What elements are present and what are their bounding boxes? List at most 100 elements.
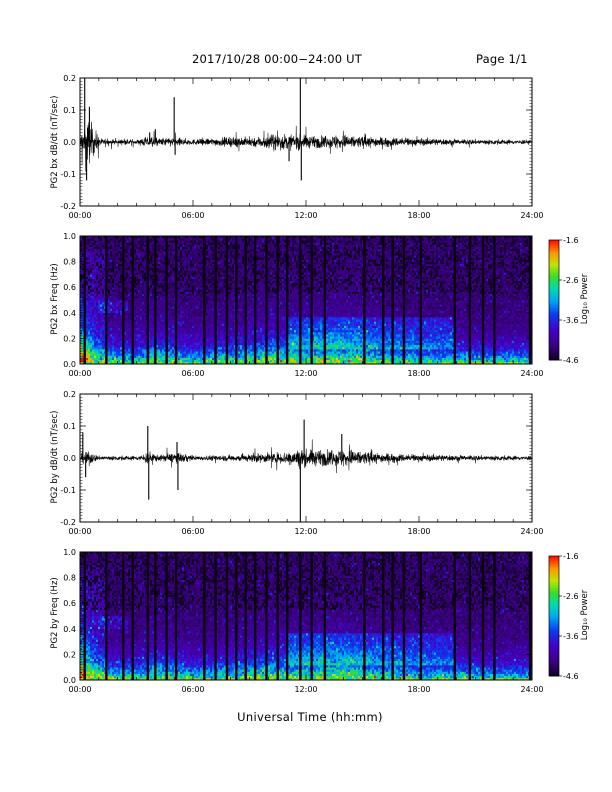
y-tick-label: 0.2 <box>63 74 76 83</box>
data-gap-line <box>154 552 157 680</box>
data-gap-line <box>165 236 168 364</box>
data-gap-line <box>363 552 366 680</box>
colorbar-tick-label: -1.6 <box>563 552 579 561</box>
data-gap-line <box>363 236 366 364</box>
spectrogram-cells-2 <box>80 236 533 365</box>
colorbar-tick-label: -1.6 <box>563 236 579 245</box>
colorbar-tick-label: -3.6 <box>563 316 579 325</box>
waveform-trace-1 <box>79 121 533 172</box>
y-tick-label: 0.1 <box>63 422 76 431</box>
data-gap-line <box>391 236 394 364</box>
data-gap-line <box>122 552 125 680</box>
data-gap-line <box>253 236 257 364</box>
y-tick-label: 0.8 <box>63 574 76 583</box>
data-gap-line <box>468 236 472 364</box>
data-gap-line <box>203 552 206 680</box>
data-gap-line <box>235 552 238 680</box>
data-gap-line <box>481 552 485 680</box>
panel3-axes: 00:00 06:00 12:00 18:00 24:00 -0.2 -0.1 0.0 0.1 0… <box>60 390 543 536</box>
x-tick-label: 18:00 <box>407 211 430 220</box>
panel4-ylabel: PG2 by Freq (Hz) <box>50 533 60 693</box>
data-gap-line <box>265 236 268 364</box>
y-tick-label: 0.0 <box>63 454 76 463</box>
y-tick-label: 0.0 <box>63 360 76 369</box>
data-gap-line <box>323 236 327 364</box>
y-tick-label: -0.2 <box>60 518 76 527</box>
data-gap-line <box>285 552 289 680</box>
x-tick-label: 24:00 <box>520 369 543 378</box>
y-tick-label: 0.2 <box>63 334 76 343</box>
y-tick-label: -0.1 <box>60 170 76 179</box>
y-tick-label: -0.2 <box>60 202 76 211</box>
data-gap-line <box>402 236 406 364</box>
data-gap-line <box>299 552 302 680</box>
x-tick-label: 18:00 <box>407 527 430 536</box>
data-gap-line <box>105 552 108 680</box>
panel3-ylabel: PG2 by dB/dt (nT/sec) <box>50 377 60 537</box>
y-tick-label: 0.2 <box>63 650 76 659</box>
waveform-trace-3 <box>79 439 533 474</box>
x-tick-label: 24:00 <box>520 211 543 220</box>
x-tick-label: 06:00 <box>181 211 204 220</box>
data-gap-line <box>131 552 134 680</box>
data-gap-line <box>146 552 149 680</box>
data-gap-line <box>402 552 406 680</box>
data-gap-line <box>165 552 168 680</box>
colorbar-tick-label: -2.6 <box>563 592 579 601</box>
data-gap-line <box>244 236 247 364</box>
panel4-axes: 00:00 06:00 12:00 18:00 24:00 0.0 0.2 0.4 0.6 0.8… <box>63 548 543 694</box>
x-tick-label: 24:00 <box>520 527 543 536</box>
data-gap-line <box>310 236 313 364</box>
x-tick-label: 12:00 <box>294 369 317 378</box>
data-gap-line <box>214 236 217 364</box>
data-gap-line <box>214 552 217 680</box>
data-gap-line <box>225 236 229 364</box>
y-tick-label: 0.4 <box>63 309 76 318</box>
data-gap-line <box>382 236 385 364</box>
data-gap-line <box>493 236 496 364</box>
data-gap-line <box>453 552 456 680</box>
x-tick-label: 24:00 <box>520 685 543 694</box>
data-gap-line <box>83 552 86 680</box>
figure-title: 2017/10/28 00:00−24:00 UT <box>192 52 362 66</box>
colorbar-frame <box>548 555 560 677</box>
page-number: Page 1/1 <box>476 52 528 66</box>
data-gap-line <box>265 552 268 680</box>
data-gap-line <box>391 552 394 680</box>
panel1-axes: 00:00 06:00 12:00 18:00 24:00 -0.2 -0.1 0.0 0.1 0… <box>60 74 543 220</box>
y-tick-label: 0.6 <box>63 283 76 292</box>
data-gap-line <box>419 236 423 364</box>
data-gap-line <box>83 236 86 364</box>
y-tick-label: 0.0 <box>63 138 76 147</box>
x-tick-label: 12:00 <box>294 211 317 220</box>
data-gap-line <box>276 236 279 364</box>
x-tick-label: 18:00 <box>407 685 430 694</box>
x-tick-label: 06:00 <box>181 369 204 378</box>
colorbar-tick-label: -2.6 <box>563 276 579 285</box>
y-tick-label: 1.0 <box>63 232 76 241</box>
data-gap-line <box>174 552 178 680</box>
data-gap-line <box>122 236 125 364</box>
data-gap-line <box>253 552 257 680</box>
x-tick-label: 00:00 <box>68 369 91 378</box>
colorbar-tick-label: -3.6 <box>563 632 579 641</box>
y-tick-label: -0.1 <box>60 486 76 495</box>
y-tick-label: 0.0 <box>63 676 76 685</box>
x-tick-label: 12:00 <box>294 527 317 536</box>
panel2-axes: 00:00 06:00 12:00 18:00 24:00 0.0 0.2 0.4 0.6 0.8… <box>63 232 543 378</box>
colorbar-tick-label: -4.6 <box>563 356 579 365</box>
x-tick-label: 06:00 <box>181 527 204 536</box>
data-gap-line <box>419 552 423 680</box>
colorbar-2: -1.6 -2.6 -3.6 -4.6 <box>548 552 579 681</box>
data-gap-line <box>203 236 206 364</box>
x-tick-label: 18:00 <box>407 369 430 378</box>
data-gap-line <box>382 552 385 680</box>
x-tick-label: 00:00 <box>68 685 91 694</box>
colorbar2-label: Log₁₀ Power <box>580 575 590 655</box>
data-gap-line <box>154 236 157 364</box>
data-gap-line <box>299 236 302 364</box>
data-gap-line <box>323 552 327 680</box>
colorbar-tick-label: -4.6 <box>563 672 579 681</box>
data-gap-line <box>481 236 485 364</box>
